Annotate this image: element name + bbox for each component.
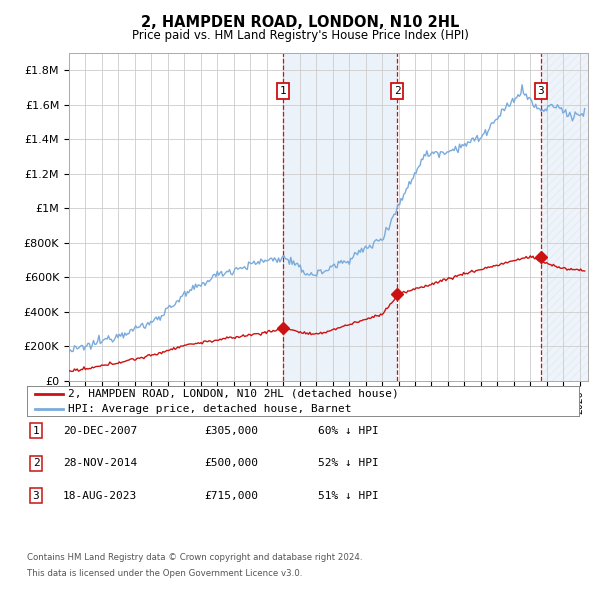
Text: Contains HM Land Registry data © Crown copyright and database right 2024.: Contains HM Land Registry data © Crown c… [27, 553, 362, 562]
Text: 52% ↓ HPI: 52% ↓ HPI [318, 458, 379, 468]
Text: 60% ↓ HPI: 60% ↓ HPI [318, 426, 379, 435]
Text: 3: 3 [32, 491, 40, 500]
Text: 2: 2 [32, 458, 40, 468]
Text: Price paid vs. HM Land Registry's House Price Index (HPI): Price paid vs. HM Land Registry's House … [131, 30, 469, 42]
Text: £305,000: £305,000 [204, 426, 258, 435]
Text: 51% ↓ HPI: 51% ↓ HPI [318, 491, 379, 500]
Text: HPI: Average price, detached house, Barnet: HPI: Average price, detached house, Barn… [68, 404, 352, 414]
Text: £500,000: £500,000 [204, 458, 258, 468]
Text: 2, HAMPDEN ROAD, LONDON, N10 2HL (detached house): 2, HAMPDEN ROAD, LONDON, N10 2HL (detach… [68, 389, 399, 399]
Text: 1: 1 [280, 86, 286, 96]
Text: 18-AUG-2023: 18-AUG-2023 [63, 491, 137, 500]
Text: £715,000: £715,000 [204, 491, 258, 500]
Text: 20-DEC-2007: 20-DEC-2007 [63, 426, 137, 435]
Text: 2: 2 [394, 86, 400, 96]
Bar [283, 53, 397, 381]
Text: This data is licensed under the Open Government Licence v3.0.: This data is licensed under the Open Gov… [27, 569, 302, 578]
Text: 3: 3 [538, 86, 544, 96]
Text: 28-NOV-2014: 28-NOV-2014 [63, 458, 137, 468]
Bar [541, 53, 588, 381]
Text: 2, HAMPDEN ROAD, LONDON, N10 2HL: 2, HAMPDEN ROAD, LONDON, N10 2HL [141, 15, 459, 30]
Text: 1: 1 [32, 426, 40, 435]
